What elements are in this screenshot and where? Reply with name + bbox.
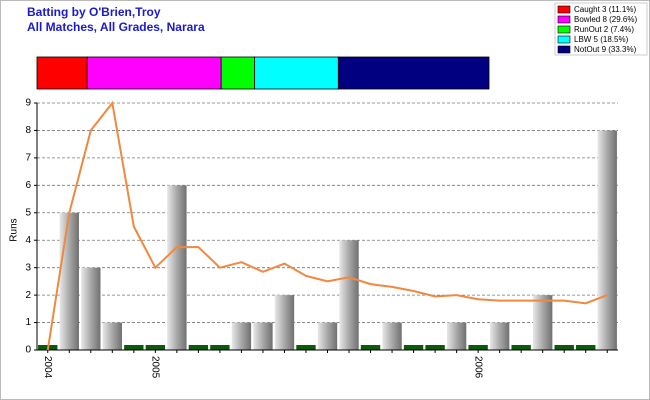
bar (81, 267, 101, 350)
bar (317, 322, 338, 350)
y-tick-label: 1 (25, 317, 31, 328)
y-tick-label: 9 (25, 98, 31, 109)
dismissal-segment (36, 56, 88, 90)
y-tick-label: 4 (25, 235, 31, 246)
legend-label: LBW 5 (18.5%) (574, 35, 629, 44)
y-tick-label: 0 (25, 345, 31, 356)
legend-swatch (557, 35, 571, 44)
bar (489, 322, 510, 350)
bar (231, 322, 252, 350)
legend-label: RunOut 2 (7.4%) (574, 25, 634, 34)
legend-swatch (557, 45, 571, 54)
bar (188, 345, 209, 350)
legend-label: Caught 3 (11.1%) (574, 5, 636, 14)
y-tick-label: 3 (25, 262, 31, 273)
x-tick-label: 2004 (42, 356, 53, 379)
bar (446, 322, 467, 350)
y-tick-label: 7 (25, 153, 31, 164)
legend-swatch (557, 5, 571, 14)
dismissal-segment (254, 56, 339, 90)
bar (403, 345, 424, 350)
legend-label: Bowled 8 (29.6%) (574, 15, 637, 24)
bar (59, 212, 79, 350)
bar (274, 295, 295, 350)
bar (210, 345, 230, 350)
bar (425, 345, 445, 350)
average-line (46, 100, 608, 351)
dismissal-segment (337, 56, 490, 90)
bar (554, 345, 574, 350)
bar (145, 345, 166, 350)
bar (576, 345, 596, 350)
dismissal-segment (86, 56, 222, 90)
bar (296, 345, 316, 350)
y-tick-label: 5 (25, 207, 31, 218)
y-tick-label: 6 (25, 180, 31, 191)
chart-subtitle: All Matches, All Grades, Narara (27, 20, 205, 34)
bar (360, 345, 381, 350)
y-tick-label: 8 (25, 125, 31, 136)
bar (102, 322, 122, 350)
bar (124, 345, 144, 350)
bar (468, 345, 488, 350)
legend-swatch (557, 15, 571, 24)
chart-title: Batting by O'Brien,Troy (27, 5, 161, 19)
x-tick-label: 2006 (472, 356, 483, 379)
bar (382, 322, 402, 350)
bar (253, 322, 273, 350)
bar (339, 240, 359, 350)
y-tick-label: 2 (25, 290, 31, 301)
legend-label: NotOut 9 (33.3%) (574, 45, 637, 54)
bar (597, 130, 617, 350)
legend-swatch (557, 25, 571, 34)
x-tick-label: 2005 (150, 356, 161, 379)
bar (167, 185, 187, 350)
bar (511, 345, 531, 350)
dismissal-segment (220, 56, 256, 90)
legend-box (554, 2, 648, 56)
bar (533, 295, 553, 350)
y-axis-label: Runs (9, 218, 20, 241)
